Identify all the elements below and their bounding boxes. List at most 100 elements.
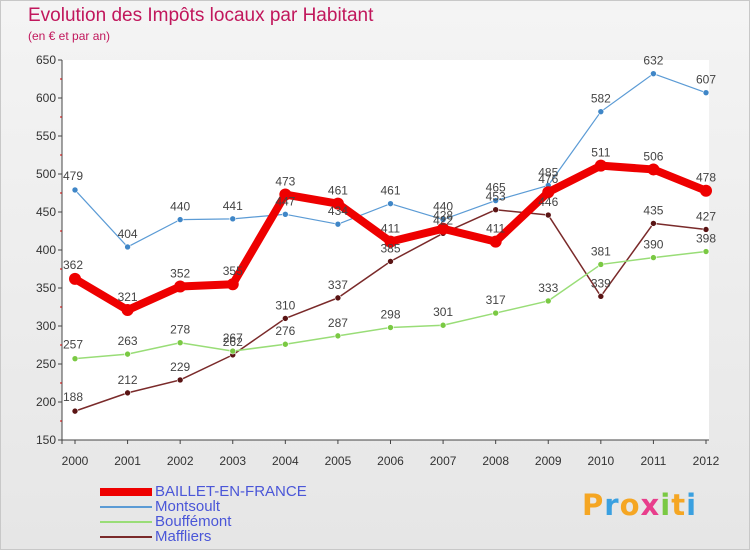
data-point bbox=[387, 324, 394, 331]
x-tick-label: 2003 bbox=[219, 454, 246, 468]
series-montsoult bbox=[71, 70, 710, 251]
series-bouff-mont bbox=[71, 248, 710, 362]
data-label: 506 bbox=[643, 149, 663, 163]
data-label: 473 bbox=[275, 175, 295, 189]
data-label: 355 bbox=[223, 264, 243, 278]
data-point bbox=[650, 70, 657, 77]
data-label: 447 bbox=[275, 194, 295, 208]
data-point bbox=[121, 304, 134, 317]
legend-label: Maffliers bbox=[155, 528, 212, 545]
data-label: 428 bbox=[433, 209, 453, 223]
data-label: 441 bbox=[223, 199, 243, 213]
data-point bbox=[647, 163, 660, 176]
series-maffliers bbox=[71, 206, 710, 415]
data-labels-maffliers: 188 212 229 262 310 337 385 422 453 446 339 435 427 bbox=[63, 190, 716, 404]
data-label: 317 bbox=[486, 293, 506, 307]
data-label: 435 bbox=[643, 203, 663, 217]
data-point bbox=[124, 389, 131, 397]
plot-area bbox=[62, 60, 709, 440]
series-baillet-en-france bbox=[69, 159, 712, 317]
data-point bbox=[702, 226, 710, 233]
x-tick-label: 2000 bbox=[62, 454, 89, 468]
legend-label: Bouffémont bbox=[155, 513, 232, 530]
data-label: 411 bbox=[486, 222, 505, 236]
x-tick-label: 2009 bbox=[535, 454, 562, 468]
data-label: 465 bbox=[486, 181, 506, 195]
data-label: 229 bbox=[170, 360, 190, 374]
data-label: 411 bbox=[381, 222, 400, 236]
data-label: 188 bbox=[63, 390, 83, 404]
data-point bbox=[700, 184, 712, 197]
data-label: 333 bbox=[538, 281, 558, 295]
data-labels-baillet-en-france: 362 321 352 355 473 461 411 428 411 476 511 506 478 bbox=[63, 146, 716, 304]
x-tick-label: 2012 bbox=[693, 454, 720, 468]
data-label: 453 bbox=[486, 190, 506, 204]
data-point bbox=[176, 339, 184, 347]
x-tick-label: 2010 bbox=[587, 454, 614, 468]
data-point bbox=[282, 210, 289, 218]
data-label: 310 bbox=[275, 298, 295, 312]
data-labels-montsoult: 479 404 440 441 447 434 461 440 465 485 582 632 607 bbox=[63, 54, 716, 241]
data-point bbox=[597, 293, 605, 300]
data-label: 301 bbox=[433, 305, 453, 319]
logo-letter: P bbox=[582, 488, 605, 522]
legend-swatch bbox=[100, 487, 152, 496]
data-point bbox=[124, 243, 131, 251]
data-labels-bouff-mont: 257 263 278 267 276 287 298 301 317 333 381 390 398 bbox=[63, 232, 716, 352]
data-label: 321 bbox=[118, 290, 138, 304]
data-label: 287 bbox=[328, 316, 348, 330]
data-label: 385 bbox=[380, 241, 400, 255]
data-point bbox=[437, 222, 450, 235]
data-point bbox=[124, 350, 131, 358]
data-point bbox=[176, 376, 184, 384]
data-point bbox=[387, 200, 394, 207]
legend-label: BAILLET-EN-FRANCE bbox=[155, 483, 307, 500]
logo-letter: i bbox=[686, 488, 698, 522]
data-point bbox=[542, 186, 555, 199]
legend-swatch bbox=[100, 505, 152, 508]
data-label: 352 bbox=[170, 266, 190, 280]
data-point bbox=[544, 211, 552, 219]
data-label: 263 bbox=[118, 334, 138, 348]
data-label: 381 bbox=[591, 244, 611, 258]
data-label: 440 bbox=[170, 200, 190, 214]
data-label: 298 bbox=[380, 308, 400, 322]
x-tick-label: 2005 bbox=[325, 454, 352, 468]
data-label: 212 bbox=[118, 373, 138, 387]
data-point bbox=[597, 108, 605, 115]
data-point bbox=[387, 258, 394, 265]
data-label: 339 bbox=[591, 276, 611, 290]
data-point bbox=[282, 315, 289, 322]
data-point bbox=[702, 248, 710, 255]
data-label: 607 bbox=[696, 73, 716, 87]
legend-swatch bbox=[100, 520, 152, 523]
y-tick-label: 350 bbox=[36, 281, 56, 295]
data-label: 461 bbox=[380, 184, 400, 198]
data-label: 398 bbox=[696, 232, 716, 246]
data-point bbox=[492, 197, 499, 204]
data-label: 337 bbox=[328, 278, 348, 292]
data-point bbox=[279, 188, 292, 201]
y-tick-label: 500 bbox=[36, 167, 56, 181]
data-point bbox=[334, 220, 342, 228]
data-label: 267 bbox=[223, 331, 243, 345]
data-point bbox=[71, 186, 79, 194]
data-label: 479 bbox=[63, 169, 83, 183]
data-point bbox=[229, 347, 237, 355]
data-label: 422 bbox=[433, 213, 453, 227]
data-label: 511 bbox=[591, 146, 610, 160]
data-label: 362 bbox=[63, 258, 83, 272]
x-tick-label: 2007 bbox=[430, 454, 457, 468]
data-point bbox=[650, 220, 657, 227]
data-point bbox=[439, 321, 447, 329]
data-label: 276 bbox=[275, 324, 295, 338]
data-point bbox=[492, 206, 499, 214]
y-tick-label: 300 bbox=[36, 319, 56, 333]
data-point bbox=[229, 215, 237, 223]
proxiti-logo: Proxiti bbox=[582, 488, 697, 522]
y-tick-label: 600 bbox=[36, 91, 56, 105]
data-label: 440 bbox=[433, 200, 453, 214]
y-tick-label: 250 bbox=[36, 357, 56, 371]
data-point bbox=[597, 261, 605, 268]
x-tick-label: 2008 bbox=[482, 454, 509, 468]
